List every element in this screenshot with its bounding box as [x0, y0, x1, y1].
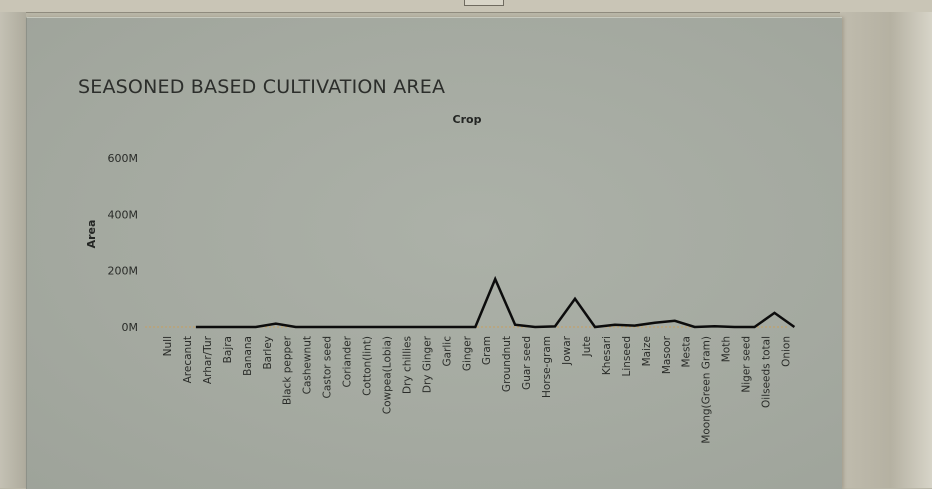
x-tick-label: Dry Ginger	[421, 335, 433, 393]
y-tick-label: 200M	[108, 265, 139, 278]
x-tick-label: Moth	[721, 336, 733, 362]
x-tick-label: Null	[162, 336, 174, 356]
y-axis: 0M 200M 400M 600M	[108, 152, 139, 334]
chart-title: SEASONED BASED CULTIVATION AREA	[78, 76, 446, 98]
x-tick-label: Garlic	[441, 336, 453, 367]
x-tick-label: Niger seed	[741, 336, 753, 393]
x-tick-label: Moong(Green Gram)	[701, 336, 713, 444]
x-tick-label: Arhar/Tur	[202, 335, 214, 384]
x-tick-label: Banana	[242, 336, 254, 376]
x-tick-label: Dry chillies	[401, 336, 413, 394]
x-tick-label: Ginger	[461, 335, 473, 371]
y-axis-label: Area	[85, 220, 98, 249]
x-tick-label: Arecanut	[182, 336, 194, 383]
window-top-strip	[0, 0, 932, 13]
x-tick-label: Khesari	[601, 336, 613, 375]
x-tick-label: Bajra	[222, 336, 234, 363]
x-tick-label: Mesta	[681, 336, 693, 368]
x-tick-label: Castor seed	[322, 336, 334, 399]
x-tick-label: Maize	[641, 336, 653, 366]
x-tick-label: Groundnut	[501, 336, 513, 392]
x-tick-label: Cotton(lint)	[362, 336, 374, 396]
dashboard-panel: SEASONED BASED CULTIVATION AREA Crop 0M 2…	[26, 17, 842, 489]
x-tick-label: Jute	[581, 336, 593, 357]
x-tick-label: Cashewnut	[302, 336, 314, 394]
x-tick-label: Onion	[780, 336, 792, 367]
window-handle[interactable]	[464, 0, 504, 6]
x-tick-label: Oilseeds total	[761, 336, 773, 408]
line-chart: 0M 200M 400M 600M Null Arecanut Arhar/Tur Bajr…	[85, 152, 796, 444]
series-line-group	[195, 275, 796, 329]
x-tick-label: Cowpea(Lobia)	[381, 336, 393, 414]
series-line	[195, 275, 796, 329]
x-tick-label: Black pepper	[282, 335, 294, 405]
x-tick-label: Gram	[481, 336, 493, 365]
x-axis-labels: Null Arecanut Arhar/Tur Bajra Banana Barley Bl…	[162, 335, 792, 443]
y-tick-label: 400M	[108, 208, 139, 221]
x-tick-label: Jowar	[561, 335, 573, 366]
crop-column-header: Crop	[452, 113, 482, 126]
x-tick-label: Coriander	[342, 335, 354, 387]
y-tick-label: 0M	[122, 321, 139, 334]
x-tick-label: Masoor	[661, 335, 673, 374]
x-tick-label: Barley	[262, 336, 274, 370]
x-tick-label: Horse-gram	[541, 336, 553, 398]
x-tick-label: Linseed	[621, 336, 633, 376]
y-tick-label: 600M	[108, 152, 139, 165]
x-tick-label: Guar seed	[521, 336, 533, 390]
right-margin	[840, 12, 932, 488]
left-margin	[0, 12, 26, 488]
